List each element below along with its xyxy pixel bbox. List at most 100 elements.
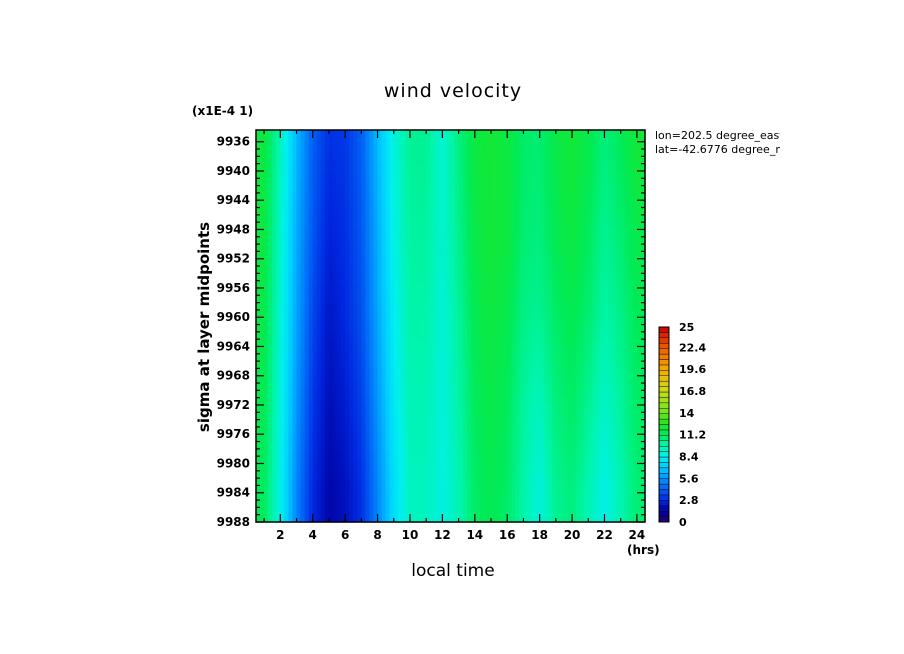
heatmap-cell: [341, 151, 346, 159]
heatmap-cell: [624, 305, 630, 313]
heatmap-cell: [280, 151, 285, 159]
heatmap-cell: [385, 263, 391, 271]
heatmap-cell: [272, 193, 277, 201]
heatmap-cell: [632, 200, 638, 208]
heatmap-cell: [478, 221, 484, 229]
heatmap-cell: [434, 333, 439, 341]
heatmap-cell: [260, 445, 265, 453]
heatmap-cell: [462, 459, 468, 467]
heatmap-cell: [414, 487, 419, 495]
heatmap-cell: [401, 333, 407, 341]
heatmap-cell: [401, 305, 407, 313]
heatmap-cell: [409, 298, 415, 306]
heatmap-cell: [272, 487, 277, 495]
heatmap-cell: [288, 347, 294, 355]
heatmap-cell: [373, 431, 379, 439]
heatmap-cell: [389, 396, 395, 404]
heatmap-cell: [620, 466, 626, 474]
heatmap-cell: [385, 186, 391, 194]
heatmap-cell: [555, 165, 561, 173]
heatmap-cell: [547, 298, 553, 306]
heatmap-cell: [580, 466, 585, 474]
heatmap-cell: [592, 200, 597, 208]
heatmap-cell: [503, 396, 508, 404]
heatmap-cell: [401, 137, 407, 145]
heatmap-cell: [462, 389, 468, 397]
heatmap-cell: [555, 130, 561, 138]
heatmap-cell: [632, 445, 638, 453]
heatmap-cell: [280, 291, 285, 299]
heatmap-cell: [470, 368, 476, 376]
heatmap-cell: [503, 487, 508, 495]
heatmap-cell: [523, 207, 529, 215]
heatmap-cell: [304, 403, 310, 411]
heatmap-cell: [337, 193, 342, 201]
heatmap-cell: [288, 151, 294, 159]
heatmap-cell: [523, 326, 529, 334]
heatmap-cell: [438, 270, 443, 278]
heatmap-cell: [511, 396, 516, 404]
heatmap-cell: [547, 424, 553, 432]
heatmap-cell: [438, 207, 443, 215]
heatmap-cell: [312, 438, 318, 446]
heatmap-cell: [292, 403, 298, 411]
heatmap-cell: [292, 354, 298, 362]
heatmap-cell: [531, 291, 537, 299]
heatmap-cell: [353, 270, 358, 278]
heatmap-cell: [555, 158, 561, 166]
heatmap-cell: [357, 214, 362, 222]
heatmap-cell: [328, 186, 334, 194]
heatmap-cell: [341, 207, 346, 215]
heatmap-cell: [466, 340, 472, 348]
heatmap-cell: [442, 221, 448, 229]
heatmap-cell: [296, 375, 302, 383]
heatmap-cell: [495, 263, 500, 271]
heatmap-cell: [547, 256, 553, 264]
heatmap-cell: [446, 214, 452, 222]
heatmap-cell: [584, 319, 589, 327]
heatmap-cell: [547, 389, 553, 397]
heatmap-cell: [450, 144, 456, 152]
heatmap-cell: [539, 186, 545, 194]
heatmap-cell: [482, 172, 488, 180]
heatmap-cell: [320, 424, 326, 432]
heatmap-cell: [592, 368, 597, 376]
heatmap-cell: [401, 480, 407, 488]
heatmap-cell: [495, 445, 500, 453]
heatmap-cell: [523, 305, 529, 313]
heatmap-cell: [592, 221, 597, 229]
heatmap-cell: [337, 235, 342, 243]
heatmap-cell: [588, 193, 593, 201]
heatmap-cell: [268, 459, 273, 467]
heatmap-cell: [519, 179, 525, 187]
heatmap-cell: [268, 466, 273, 474]
heatmap-cell: [515, 221, 520, 229]
heatmap-cell: [316, 186, 322, 194]
heatmap-cell: [389, 144, 395, 152]
heatmap-cell: [405, 459, 411, 467]
heatmap-cell: [482, 368, 488, 376]
heatmap-cell: [519, 249, 525, 257]
heatmap-cell: [568, 207, 573, 215]
heatmap-cell: [345, 312, 350, 320]
heatmap-cell: [418, 438, 423, 446]
heatmap-cell: [592, 144, 597, 152]
heatmap-cell: [393, 361, 399, 369]
heatmap-cell: [580, 235, 585, 243]
heatmap-cell: [438, 480, 443, 488]
heatmap-cell: [324, 361, 330, 369]
heatmap-cell: [568, 165, 573, 173]
heatmap-cell: [292, 235, 298, 243]
heatmap-cell: [438, 186, 443, 194]
heatmap-cell: [511, 144, 516, 152]
heatmap-cell: [608, 403, 614, 411]
heatmap-cell: [377, 312, 383, 320]
heatmap-cell: [555, 368, 561, 376]
heatmap-cell: [284, 319, 290, 327]
heatmap-cell: [519, 291, 525, 299]
heatmap-cell: [466, 466, 472, 474]
heatmap-cell: [349, 466, 354, 474]
heatmap-cell: [568, 459, 573, 467]
heatmap-cell: [324, 249, 330, 257]
heatmap-cell: [385, 340, 391, 348]
